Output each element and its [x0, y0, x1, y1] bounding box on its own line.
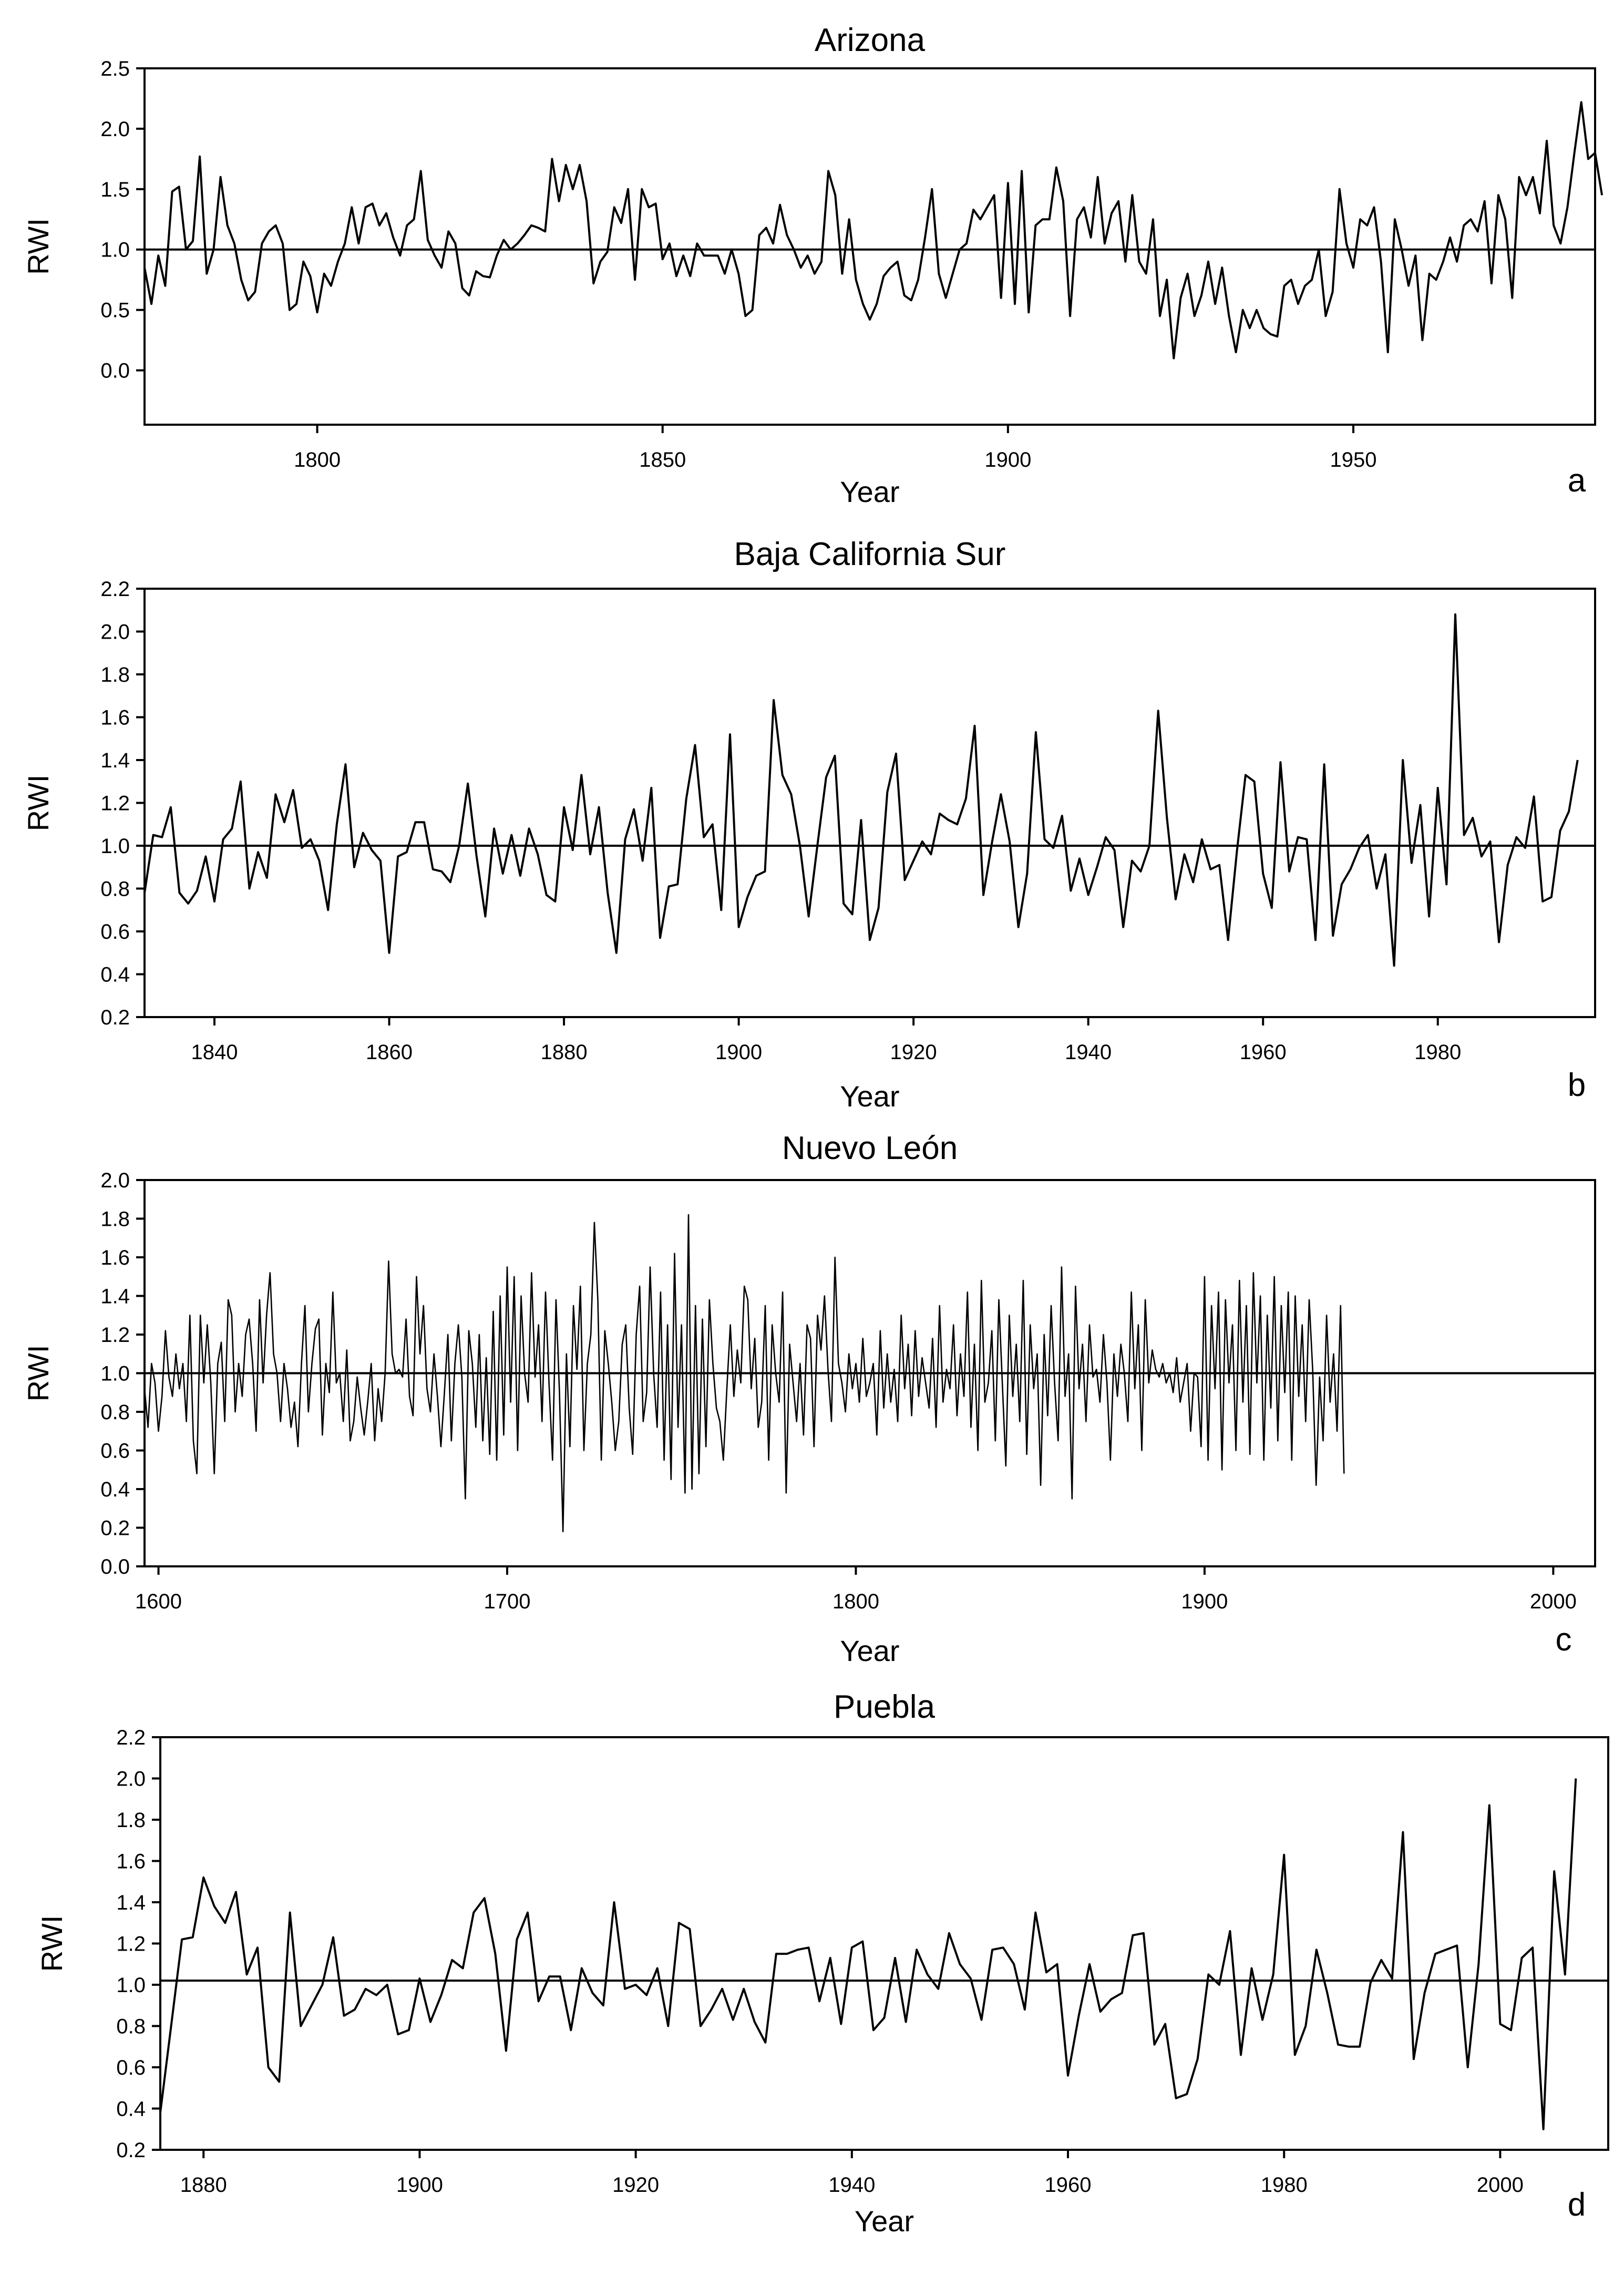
y-tick-label: 2.0 [100, 1169, 130, 1192]
y-tick-label: 1.6 [116, 1850, 146, 1873]
y-axis-label: RWI [22, 775, 55, 832]
y-tick-label: 1.0 [100, 1362, 130, 1386]
y-tick-label: 1.4 [116, 1891, 146, 1914]
y-tick-label: 1.0 [100, 239, 130, 262]
x-tick-label: 1800 [832, 1590, 879, 1613]
panel-letter: a [1568, 463, 1586, 499]
y-tick-label: 0.2 [100, 1006, 130, 1029]
y-tick-label: 1.6 [100, 706, 130, 730]
y-tick-label: 1.2 [100, 792, 130, 815]
chart-panel-a: Arizona 0.0 0.5 1.0 1.5 2.0 2.5 1800 1850 1900 195… [22, 22, 1604, 508]
y-axis-label: RWI [35, 1915, 68, 1972]
x-tick-label: 1700 [484, 1590, 531, 1613]
x-tick-label: 1940 [828, 2173, 875, 2197]
panel-letter: c [1556, 1622, 1572, 1658]
x-axis-label: Year [855, 2204, 914, 2238]
y-tick-label: 1.4 [100, 1285, 130, 1308]
x-tick-label: 1980 [1414, 1041, 1461, 1064]
x-tick-label: 1960 [1240, 1041, 1287, 1064]
chart-title: Puebla [834, 1689, 936, 1725]
panel-letter: b [1568, 1067, 1586, 1103]
x-tick-label: 1900 [1181, 1590, 1228, 1613]
y-tick-label: 0.0 [100, 1555, 130, 1578]
x-axis-label: Year [840, 1080, 899, 1113]
y-tick-label: 0.6 [116, 2056, 146, 2079]
y-tick-label: 0.6 [100, 1440, 130, 1463]
y-tick-label: 1.2 [100, 1324, 130, 1347]
y-tick-label: 1.8 [100, 1208, 130, 1231]
x-tick-label: 1900 [984, 448, 1031, 471]
x-tick-label: 1980 [1261, 2173, 1308, 2197]
x-tick-label: 1900 [715, 1041, 762, 1064]
y-tick-label: 2.5 [100, 57, 130, 80]
y-tick-label: 0.0 [100, 360, 130, 383]
x-tick-label: 1940 [1065, 1041, 1112, 1064]
y-axis-label: RWI [22, 218, 55, 275]
y-axis-label: RWI [22, 1345, 55, 1402]
x-tick-label: 1920 [890, 1041, 937, 1064]
x-tick-label: 1800 [294, 448, 341, 471]
y-tick-label: 1.2 [116, 1933, 146, 1956]
y-tick-label: 0.8 [100, 1401, 130, 1424]
y-tick-label: 2.2 [100, 578, 130, 601]
y-tick-label: 0.2 [116, 2139, 146, 2162]
chart-title: Baja California Sur [734, 536, 1006, 572]
plot-frame [143, 67, 1596, 426]
y-tick-label: 1.4 [100, 749, 130, 772]
y-tick-label: 1.8 [100, 663, 130, 686]
y-tick-label: 1.0 [116, 1974, 146, 1997]
chart-panel-b: Baja California Sur 0.2 0.4 0.6 0.8 1.0 1.2 1.4… [22, 536, 1596, 1113]
y-tick-label: 0.2 [100, 1517, 130, 1540]
plot-frame [143, 588, 1596, 1018]
x-tick-label: 1900 [396, 2173, 443, 2197]
x-tick-label: 2000 [1477, 2173, 1524, 2197]
x-tick-label: 2000 [1530, 1590, 1577, 1613]
chart-panel-d: Puebla 0.2 0.4 0.6 0.8 1.0 1.2 1.4 1.6 1.8 2.0 2.2 1… [35, 1689, 1609, 2238]
x-tick-label: 1960 [1045, 2173, 1092, 2197]
chart-panel-c: Nuevo León 0.0 0.2 0.4 0.6 0.8 1.0 1.2 1.4 1.6 1.8… [22, 1130, 1596, 1667]
y-tick-label: 1.0 [100, 835, 130, 858]
y-tick-label: 0.8 [100, 878, 130, 901]
x-tick-label: 1880 [541, 1041, 588, 1064]
x-tick-label: 1600 [135, 1590, 182, 1613]
y-tick-label: 1.6 [100, 1246, 130, 1269]
x-tick-label: 1920 [612, 2173, 659, 2197]
plot-frame [159, 1736, 1609, 2151]
y-tick-label: 0.5 [100, 299, 130, 322]
y-tick-label: 2.0 [100, 118, 130, 141]
y-tick-label: 2.0 [100, 621, 130, 644]
x-tick-label: 1840 [191, 1041, 238, 1064]
y-tick-label: 1.8 [116, 1809, 146, 1832]
y-tick-label: 0.6 [100, 920, 130, 943]
y-tick-label: 0.4 [100, 963, 130, 987]
rwi-series-line [159, 1778, 1577, 2130]
x-tick-label: 1880 [180, 2173, 227, 2197]
rwi-series-line [143, 613, 1579, 967]
rwi-series-line [143, 101, 1604, 360]
y-tick-label: 0.8 [116, 2015, 146, 2038]
chart-title: Nuevo León [782, 1130, 958, 1166]
y-tick-label: 1.5 [100, 178, 130, 201]
x-axis-label: Year [840, 475, 899, 508]
x-tick-label: 1860 [366, 1041, 413, 1064]
x-tick-label: 1950 [1330, 448, 1377, 471]
x-tick-label: 1850 [639, 448, 686, 471]
y-tick-label: 2.0 [116, 1768, 146, 1791]
y-tick-label: 0.4 [100, 1478, 130, 1501]
panel-letter: d [1568, 2187, 1586, 2223]
chart-title: Arizona [815, 22, 926, 58]
y-tick-label: 2.2 [116, 1726, 146, 1749]
x-axis-label: Year [840, 1634, 899, 1667]
rwi-series-line [143, 1214, 1345, 1533]
y-tick-label: 0.4 [116, 2098, 146, 2121]
